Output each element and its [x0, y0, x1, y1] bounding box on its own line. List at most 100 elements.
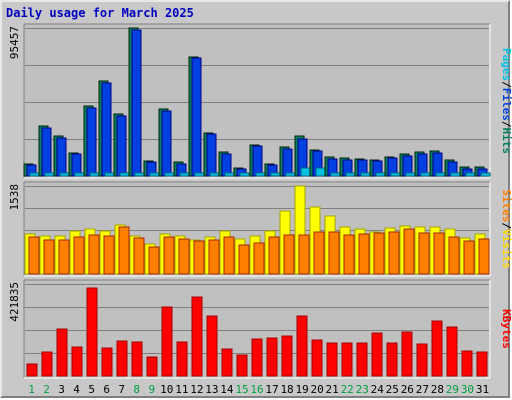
bar-pages-day-31: [480, 172, 491, 177]
bar-sites-day-14: [223, 236, 235, 275]
bar-sites-day-31: [478, 238, 490, 275]
bar-sites-day-24: [373, 232, 385, 275]
bar-sites-day-27: [418, 232, 430, 275]
x-tick-day-4: 4: [73, 383, 80, 396]
x-tick-day-10: 10: [160, 383, 173, 396]
bar-sites-day-4: [73, 236, 85, 275]
x-tick-day-25: 25: [386, 383, 399, 396]
bar-files-day-16: [252, 145, 263, 177]
bar-pages-day-1: [29, 172, 40, 177]
x-tick-day-18: 18: [280, 383, 293, 396]
bar-files-day-18: [282, 148, 293, 177]
bar-pages-day-4: [74, 172, 85, 177]
bar-pages-day-12: [194, 172, 205, 177]
panel-bottom-ymax-label: 421835: [8, 282, 21, 322]
x-tick-day-24: 24: [371, 383, 385, 396]
bar-files-day-6: [101, 82, 112, 177]
x-tick-day-17: 17: [265, 383, 278, 396]
bar-sites-day-10: [163, 236, 175, 275]
panel-top-ymax-label: 95457: [8, 26, 21, 59]
bar-kbytes-day-5: [86, 287, 98, 377]
legend-sites: Sites: [500, 189, 512, 222]
bar-sites-day-3: [58, 239, 70, 275]
bar-pages-day-10: [164, 172, 175, 177]
bar-kbytes-day-21: [326, 342, 338, 377]
bar-kbytes-day-11: [176, 341, 188, 377]
bar-pages-day-13: [209, 172, 220, 177]
bar-kbytes-day-23: [356, 342, 368, 377]
bar-sites-day-30: [463, 240, 475, 275]
x-tick-day-9: 9: [148, 383, 155, 396]
bar-sites-day-15: [238, 244, 250, 275]
x-tick-day-16: 16: [250, 383, 263, 396]
bar-kbytes-day-25: [386, 342, 398, 377]
bar-kbytes-day-22: [341, 342, 353, 377]
legend-kbytes: KBytes: [500, 309, 512, 349]
x-tick-day-27: 27: [416, 383, 429, 396]
x-tick-day-22: 22: [341, 383, 354, 396]
bar-files-day-2: [41, 127, 52, 177]
bar-pages-day-22: [345, 172, 356, 177]
bar-kbytes-day-10: [161, 306, 173, 377]
panel-bottom: 421835 KBytes: [8, 279, 512, 379]
bar-kbytes-day-8: [131, 341, 143, 377]
bar-pages-day-30: [465, 172, 476, 177]
legend-separator: /: [500, 121, 512, 128]
bar-sites-day-12: [193, 240, 205, 275]
bar-pages-day-21: [330, 172, 341, 177]
bar-kbytes-day-27: [416, 343, 428, 377]
bar-sites-day-18: [283, 234, 295, 275]
x-tick-day-1: 1: [28, 383, 35, 396]
x-tick-day-15: 15: [235, 383, 248, 396]
bar-files-day-8: [131, 29, 142, 177]
panel-bottom-legend: KBytes: [500, 309, 512, 349]
bar-kbytes-day-15: [236, 354, 248, 377]
bar-kbytes-day-12: [191, 296, 203, 377]
bar-pages-day-20: [315, 167, 326, 177]
bar-pages-day-3: [59, 172, 70, 177]
bar-sites-day-9: [148, 246, 160, 275]
bar-pages-day-7: [119, 172, 130, 177]
bar-pages-day-14: [224, 172, 235, 177]
bar-kbytes-day-18: [281, 335, 293, 377]
bar-kbytes-day-28: [431, 320, 443, 377]
bar-sites-day-28: [433, 232, 445, 275]
bar-pages-day-19: [300, 167, 311, 177]
bar-kbytes-day-1: [26, 363, 38, 377]
bar-sites-day-5: [88, 234, 100, 275]
x-tick-day-21: 21: [326, 383, 339, 396]
bar-sites-day-2: [43, 239, 55, 275]
x-tick-day-6: 6: [103, 383, 110, 396]
x-tick-day-30: 30: [461, 383, 474, 396]
legend-pages: Pages: [500, 48, 512, 81]
x-tick-day-20: 20: [311, 383, 324, 396]
bar-files-day-12: [191, 57, 202, 177]
bar-pages-day-28: [435, 172, 446, 177]
bar-pages-day-29: [450, 172, 461, 177]
bar-pages-day-11: [179, 172, 190, 177]
bar-sites-day-7: [118, 226, 130, 275]
bar-sites-day-16: [253, 242, 265, 275]
bar-kbytes-day-26: [401, 331, 413, 377]
bar-sites-day-19: [298, 234, 310, 275]
legend-separator: /: [500, 81, 512, 88]
bar-pages-day-23: [360, 172, 371, 177]
bar-pages-day-2: [44, 172, 55, 177]
bar-sites-day-22: [343, 234, 355, 275]
bar-kbytes-day-31: [476, 351, 488, 377]
bar-pages-day-17: [270, 172, 281, 177]
bar-sites-day-1: [28, 236, 40, 275]
x-tick-day-2: 2: [43, 383, 50, 396]
bar-pages-day-24: [375, 172, 386, 177]
bar-kbytes-day-20: [311, 339, 323, 377]
bar-pages-day-27: [420, 172, 431, 177]
bar-sites-day-11: [178, 238, 190, 275]
bar-kbytes-day-24: [371, 332, 383, 377]
bar-pages-day-8: [134, 172, 145, 177]
bar-kbytes-day-29: [446, 326, 458, 377]
bar-kbytes-day-3: [56, 328, 68, 377]
x-tick-day-29: 29: [446, 383, 459, 396]
bar-sites-day-23: [358, 233, 370, 275]
bar-kbytes-day-2: [41, 351, 53, 377]
